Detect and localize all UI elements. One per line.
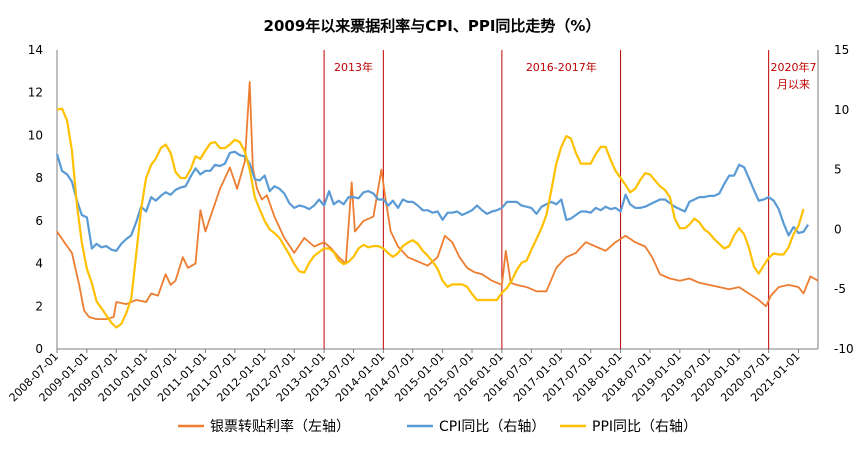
plot-area: 02468101214-10-50510152008-07-012009-01-…	[7, 43, 854, 404]
period-annotation: 月以来	[777, 78, 810, 91]
right-axis-tick-label: 0	[834, 222, 842, 236]
right-axis-tick-label: -10	[834, 342, 854, 356]
right-axis-tick-label: 15	[834, 43, 849, 57]
legend-label: CPI同比（右轴）	[439, 419, 545, 435]
period-annotation: 2016-2017年	[526, 60, 597, 74]
legend: 银票转贴利率（左轴） CPI同比（右轴） PPI同比（右轴）	[178, 418, 697, 435]
left-axis-tick-label: 0	[35, 342, 43, 356]
chart-title: 2009年以来票据利率与CPI、PPI同比走势（%）	[264, 17, 601, 35]
right-axis-tick-label: -5	[834, 282, 846, 296]
period-annotation: 2013年	[334, 60, 373, 74]
series-line	[55, 150, 810, 252]
period-annotation: 2020年7	[770, 60, 816, 74]
left-axis-tick-label: 10	[28, 128, 43, 142]
left-axis-tick-label: 8	[35, 171, 43, 185]
right-axis-tick-label: 10	[834, 103, 849, 117]
series-line	[56, 107, 805, 329]
series-line	[56, 81, 819, 321]
left-axis-tick-label: 2	[35, 299, 43, 313]
right-axis-tick-label: 5	[834, 163, 842, 177]
legend-label: PPI同比（右轴）	[592, 419, 697, 435]
left-axis-tick-label: 6	[35, 214, 43, 228]
legend-label: 银票转贴利率（左轴）	[210, 418, 350, 435]
left-axis-tick-label: 14	[28, 43, 43, 57]
left-axis-tick-label: 4	[35, 257, 43, 271]
left-axis-tick-label: 12	[28, 86, 43, 100]
